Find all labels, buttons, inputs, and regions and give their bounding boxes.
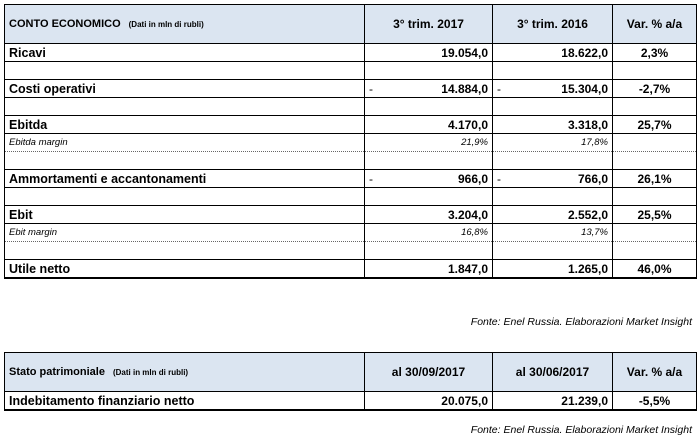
minus-sign: - xyxy=(497,81,501,96)
table-header: CONTO ECONOMICO (Dati in mln di rubli) 3°… xyxy=(4,4,697,44)
table-row-blank xyxy=(4,241,697,260)
table-header: Stato patrimoniale (Dati in mln di rubli)… xyxy=(4,352,697,392)
table-title: CONTO ECONOMICO (Dati in mln di rubli) xyxy=(4,4,365,44)
table-row-ammortamenti: Ammortamenti e accantonamenti -966,0 -76… xyxy=(4,169,697,188)
column-header-2016: 3° trim. 2016 xyxy=(492,4,613,44)
table-row-ebitda-margin: Ebitda margin 21,9% 17,8% xyxy=(4,133,697,152)
column-header-jun-2017: al 30/06/2017 xyxy=(492,352,613,392)
table-row-blank xyxy=(4,97,697,116)
table-row-indebitamento: Indebitamento finanziario netto 20.075,0… xyxy=(4,391,697,411)
column-header-sep-2017: al 30/09/2017 xyxy=(364,352,493,392)
column-header-var: Var. % a/a xyxy=(612,4,697,44)
minus-sign: - xyxy=(369,81,373,96)
table-row-blank xyxy=(4,151,697,170)
table-row-ricavi: Ricavi 19.054,0 18.622,0 2,3% xyxy=(4,43,697,62)
table-row-blank xyxy=(4,187,697,206)
income-statement-table: CONTO ECONOMICO (Dati in mln di rubli) 3°… xyxy=(4,4,697,279)
table-row-costi-operativi: Costi operativi -14.884,0 -15.304,0 -2,7… xyxy=(4,79,697,98)
column-header-2017: 3° trim. 2017 xyxy=(364,4,493,44)
source-note: Fonte: Enel Russia. Elaborazioni Market … xyxy=(470,316,692,328)
table-row-ebitda: Ebitda 4.170,0 3.318,0 25,7% xyxy=(4,115,697,134)
column-header-var: Var. % a/a xyxy=(612,352,697,392)
table-row-utile-netto: Utile netto 1.847,0 1.265,0 46,0% xyxy=(4,259,697,279)
table-title: Stato patrimoniale (Dati in mln di rubli) xyxy=(4,352,365,392)
balance-sheet-table: Stato patrimoniale (Dati in mln di rubli)… xyxy=(4,352,697,411)
table-row-blank xyxy=(4,61,697,80)
minus-sign: - xyxy=(497,171,501,186)
table-row-ebit-margin: Ebit margin 16,8% 13,7% xyxy=(4,223,697,242)
source-note: Fonte: Enel Russia. Elaborazioni Market … xyxy=(470,424,692,436)
table-row-ebit: Ebit 3.204,0 2.552,0 25,5% xyxy=(4,205,697,224)
minus-sign: - xyxy=(369,171,373,186)
